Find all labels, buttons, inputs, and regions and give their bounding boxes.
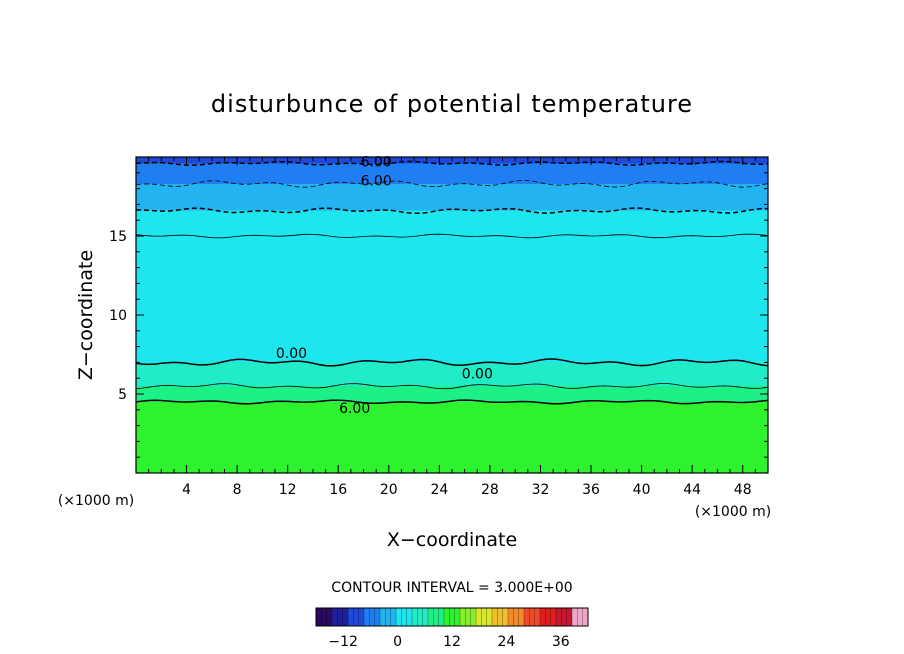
- colorbar-tick-label: 0: [393, 634, 402, 650]
- x-axis-title: X−coordinate: [387, 529, 517, 551]
- y-axis-title: Z−coordinate: [75, 250, 97, 380]
- contour-label: 6.00: [361, 155, 392, 171]
- x-tick-label: 48: [734, 482, 752, 498]
- contour-label: 0.00: [462, 366, 493, 382]
- colorbar-swatch: [460, 608, 477, 626]
- colorbar-swatch: [380, 608, 397, 626]
- contour-line: [136, 399, 768, 405]
- colorbar-swatch: [524, 608, 541, 626]
- contour-label: 6.00: [339, 401, 370, 417]
- x-tick-label: 20: [380, 482, 398, 498]
- x-tick-label: 12: [279, 482, 297, 498]
- colorbar-swatch: [476, 608, 493, 626]
- contour-line: [136, 179, 768, 188]
- colorbar-swatch: [396, 608, 413, 626]
- colorbar-swatch: [540, 608, 557, 626]
- colorbar-swatch: [508, 608, 525, 626]
- colorbar-swatch: [412, 608, 429, 626]
- colorbar-swatch: [428, 608, 445, 626]
- x-tick-label: 40: [633, 482, 651, 498]
- colorbar-swatch: [364, 608, 381, 626]
- x-unit-label: (×1000 m): [695, 504, 771, 520]
- y-tick-label: 15: [109, 229, 127, 245]
- contour-line: [136, 207, 768, 215]
- colorbar-tick-label: −12: [328, 634, 358, 650]
- colorbar-swatch: [444, 608, 461, 626]
- colorbar-swatch: [316, 608, 333, 626]
- plot-area: [136, 157, 768, 473]
- colorbar-frame: [315, 607, 589, 627]
- y-tick-label: 10: [109, 308, 127, 324]
- x-tick-label: 32: [532, 482, 550, 498]
- colorbar-swatch: [348, 608, 365, 626]
- contour-label: 6.00: [361, 174, 392, 190]
- contour-line: [136, 233, 768, 239]
- x-tick-label: 36: [582, 482, 600, 498]
- x-tick-label: 16: [329, 482, 347, 498]
- contour-lines: [136, 160, 768, 405]
- contour-line: [136, 358, 768, 367]
- colorbar-swatch: [492, 608, 509, 626]
- x-tick-label: 8: [233, 482, 242, 498]
- y-unit-label: (×1000 m): [58, 493, 134, 509]
- x-tick-label: 28: [481, 482, 499, 498]
- contour-interval-text: CONTOUR INTERVAL = 3.000E+00: [331, 580, 572, 596]
- colorbar-swatch: [556, 608, 573, 626]
- colorbar-tick-label: 12: [443, 634, 461, 650]
- y-axis-ticks: 5 10 15: [109, 172, 768, 458]
- temperature-field: [136, 157, 768, 473]
- x-axis-ticks: 4 8 12 16 20 24 28 32 36 40 44 48: [148, 157, 756, 498]
- y-tick-label: 5: [118, 387, 127, 403]
- contour-label: 0.00: [276, 346, 307, 362]
- colorbar-tick-label: 36: [552, 634, 570, 650]
- contour-label-group: 6.00 6.00 0.00 0.00 6.00: [276, 155, 493, 417]
- colorbar-tick-label: 24: [497, 634, 515, 650]
- chart-title: disturbunce of potential temperature: [211, 90, 693, 118]
- x-tick-label: 44: [683, 482, 701, 498]
- colorbar-swatch: [332, 608, 349, 626]
- contour-line: [136, 160, 768, 166]
- colorbar-swatch: [572, 608, 589, 626]
- contour-line: [136, 383, 768, 390]
- colorbar: −12 0 12 24 36: [315, 607, 589, 650]
- x-tick-label: 24: [430, 482, 448, 498]
- x-tick-label: 4: [182, 482, 191, 498]
